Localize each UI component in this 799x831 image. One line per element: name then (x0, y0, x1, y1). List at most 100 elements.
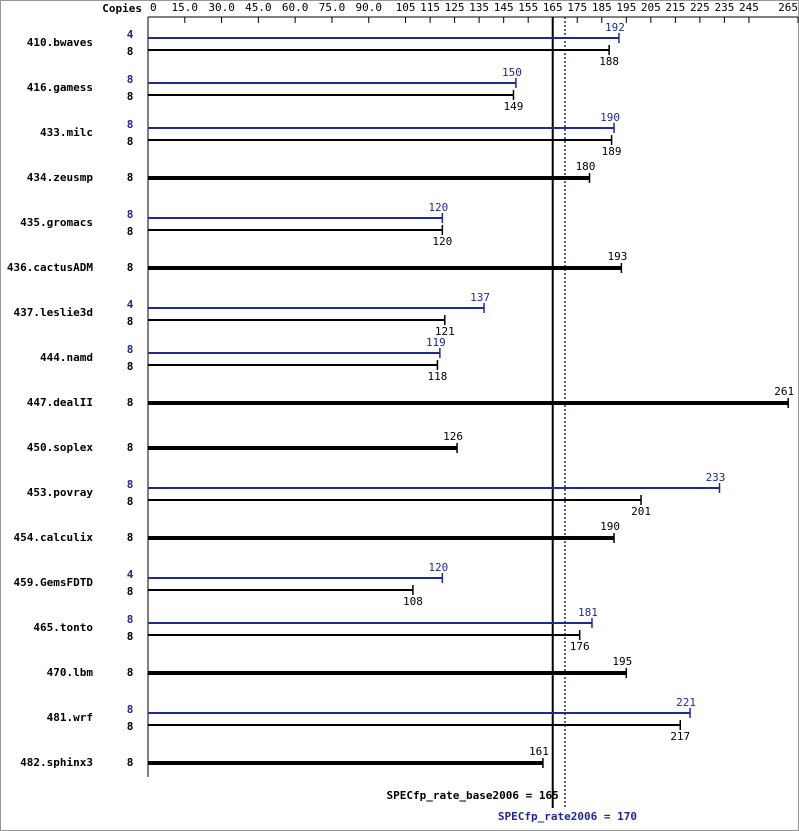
x-tick-label: 225 (690, 1, 710, 14)
bar (148, 761, 543, 765)
benchmark-label: 459.GemsFDTD (14, 576, 94, 589)
copies: 8 (127, 703, 134, 716)
copies: 8 (127, 315, 134, 328)
value-label: 190 (600, 520, 620, 533)
copies: 8 (127, 90, 134, 103)
benchmark-label: 437.leslie3d (14, 306, 93, 319)
bar (148, 217, 443, 219)
bar (148, 37, 619, 39)
benchmark-label: 410.bwaves (27, 36, 93, 49)
bar (148, 364, 438, 366)
x-tick-label: 175 (567, 1, 587, 14)
bar (148, 446, 458, 450)
bar (148, 499, 642, 501)
x-tick-label: 90.0 (356, 1, 383, 14)
value-label: 137 (470, 291, 490, 304)
value-label: 120 (428, 201, 448, 214)
value-label: 261 (774, 385, 794, 398)
benchmark-label: 482.sphinx3 (20, 756, 93, 769)
value-label: 149 (504, 100, 524, 113)
bar (148, 319, 445, 321)
value-label: 161 (529, 745, 549, 758)
bar (148, 724, 681, 726)
bar (148, 266, 622, 270)
copies: 8 (127, 45, 134, 58)
value-label: 217 (670, 730, 690, 743)
x-tick-label: 15.0 (172, 1, 199, 14)
value-label: 150 (502, 66, 522, 79)
benchmark-label: 465.tonto (33, 621, 93, 634)
copies: 8 (127, 478, 134, 491)
bar (148, 307, 485, 309)
benchmark-label: 444.namd (40, 351, 93, 364)
copies-header: Copies (102, 2, 142, 15)
copies: 8 (127, 585, 134, 598)
x-tick-label: 105 (396, 1, 416, 14)
x-tick-label: 185 (592, 1, 612, 14)
copies: 8 (127, 225, 134, 238)
benchmark-label: 434.zeusmp (27, 171, 94, 184)
bar (148, 622, 592, 624)
value-label: 221 (676, 696, 696, 709)
copies: 4 (127, 28, 134, 41)
x-tick-label: 135 (469, 1, 489, 14)
bar (148, 671, 627, 675)
bar (148, 176, 590, 180)
value-label: 195 (612, 655, 632, 668)
copies: 8 (127, 495, 134, 508)
bar (148, 401, 789, 405)
value-label: 119 (426, 336, 446, 349)
bar (148, 487, 720, 489)
value-label: 120 (428, 561, 448, 574)
bar (148, 352, 440, 354)
value-label: 189 (602, 145, 622, 158)
x-tick-label: 115 (420, 1, 440, 14)
copies: 8 (127, 720, 134, 733)
copies: 8 (127, 135, 134, 148)
value-label: 201 (631, 505, 651, 518)
x-tick-label: 265 (778, 1, 798, 14)
bar (148, 536, 615, 540)
value-label: 181 (578, 606, 598, 619)
x-tick-label: 0 (150, 1, 157, 14)
x-tick-label: 245 (739, 1, 759, 14)
x-tick-label: 195 (616, 1, 636, 14)
reference-label: SPECfp_rate2006 = 170 (498, 810, 637, 823)
copies: 8 (127, 666, 134, 679)
bar (148, 82, 516, 84)
benchmark-label: 470.lbm (47, 666, 94, 679)
x-tick-label: 30.0 (208, 1, 235, 14)
benchmark-label: 481.wrf (47, 711, 93, 724)
bar (148, 589, 413, 591)
value-label: 188 (599, 55, 619, 68)
copies: 8 (127, 531, 134, 544)
benchmark-label: 447.dealII (27, 396, 93, 409)
benchmark-label: 433.milc (40, 126, 93, 139)
x-tick-label: 165 (543, 1, 563, 14)
value-label: 190 (600, 111, 620, 124)
value-label: 121 (435, 325, 455, 338)
copies: 8 (127, 171, 134, 184)
x-tick-label: 235 (714, 1, 734, 14)
bar (148, 577, 443, 579)
benchmark-label: 450.soplex (27, 441, 94, 454)
value-label: 176 (570, 640, 590, 653)
copies: 8 (127, 343, 134, 356)
copies: 8 (127, 630, 134, 643)
bar (148, 94, 514, 96)
x-tick-label: 125 (445, 1, 465, 14)
copies: 8 (127, 208, 134, 221)
copies: 4 (127, 298, 134, 311)
copies: 8 (127, 73, 134, 86)
value-label: 193 (607, 250, 627, 263)
x-tick-label: 205 (641, 1, 661, 14)
benchmark-label: 416.gamess (27, 81, 93, 94)
x-tick-label: 75.0 (319, 1, 346, 14)
copies: 4 (127, 568, 134, 581)
value-label: 233 (706, 471, 726, 484)
value-label: 118 (427, 370, 447, 383)
x-tick-label: 60.0 (282, 1, 309, 14)
x-tick-label: 45.0 (245, 1, 272, 14)
benchmark-label: 453.povray (27, 486, 94, 499)
